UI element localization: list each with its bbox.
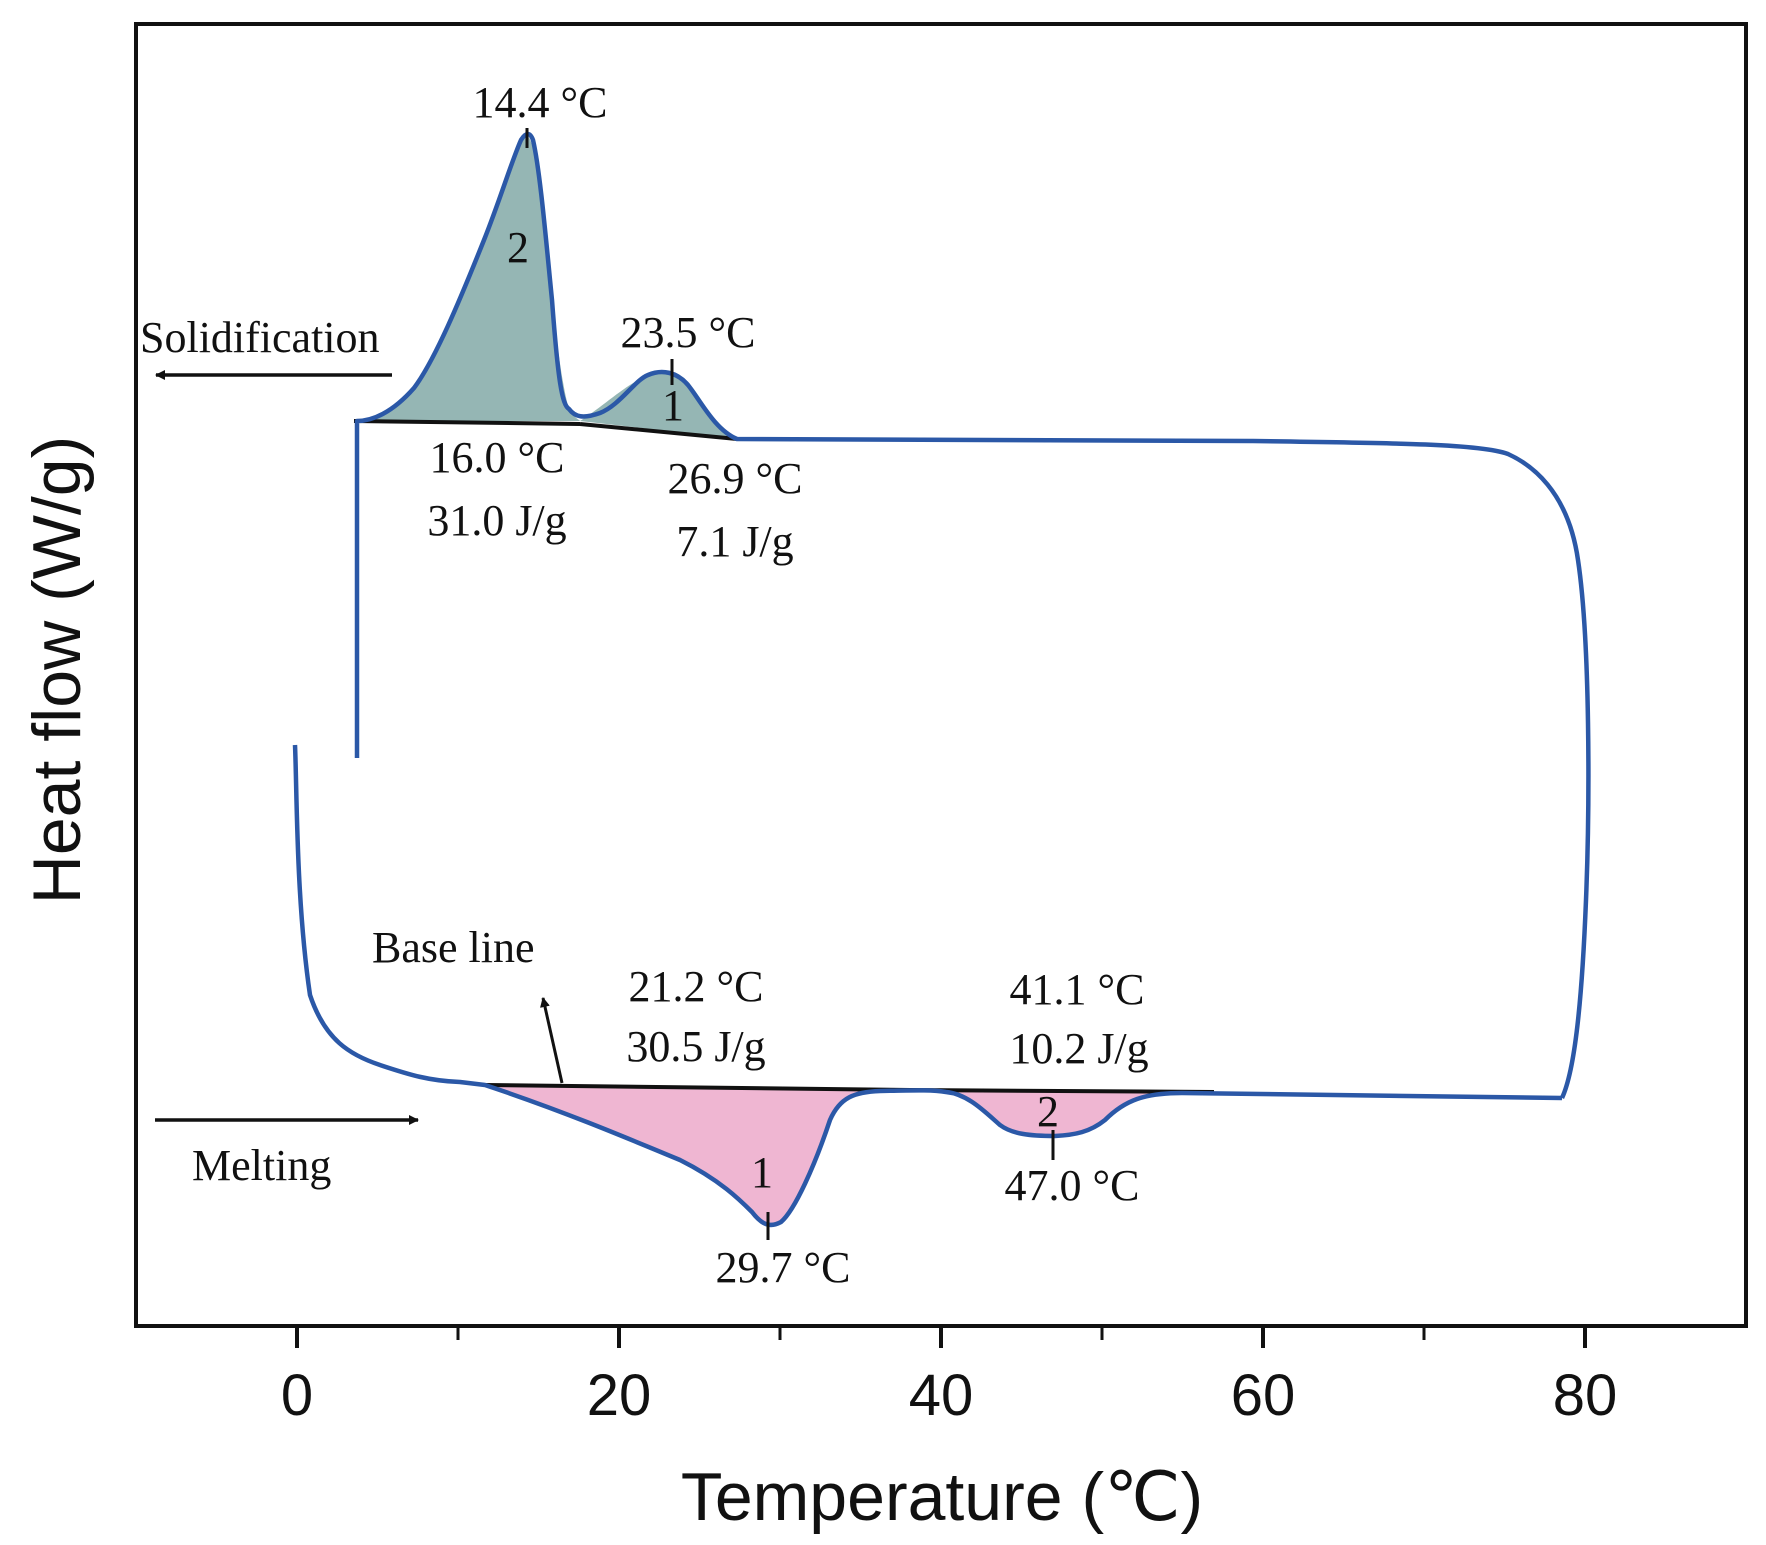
melting-label: Melting xyxy=(192,1141,331,1190)
solid-peak1-number: 1 xyxy=(662,381,684,430)
solid-peak2-onset: 16.0 °C xyxy=(430,433,565,482)
x-tick-label: 40 xyxy=(909,1363,974,1428)
solid-peak2-area xyxy=(354,135,580,421)
solid-peak1-enthalpy: 7.1 J/g xyxy=(676,517,793,566)
solid-baseline-1 xyxy=(353,419,581,426)
melt-peak1-enthalpy: 30.5 J/g xyxy=(626,1022,765,1071)
melt-peak1-area xyxy=(485,1085,910,1225)
melt-peak1-number: 1 xyxy=(751,1148,773,1197)
x-tick-label: 80 xyxy=(1553,1363,1618,1428)
baseline-label: Base line xyxy=(372,923,535,972)
plot-frame xyxy=(134,22,1748,1328)
melt-peak1-temp-label: 29.7 °C xyxy=(716,1243,851,1292)
x-axis-title: Temperature (℃) xyxy=(681,1459,1203,1535)
solid-peak2-enthalpy: 31.0 J/g xyxy=(427,496,566,545)
solid-peak1-temp-label: 23.5 °C xyxy=(621,308,756,357)
x-minor-ticks xyxy=(456,1326,1426,1340)
melt-peak2-number: 2 xyxy=(1037,1087,1059,1136)
solid-peak1-area xyxy=(580,373,737,439)
solidification-label: Solidification xyxy=(140,313,380,362)
melt-peak2-onset: 41.1 °C xyxy=(1010,965,1145,1014)
solid-peak1-onset: 26.9 °C xyxy=(668,454,803,503)
melt-peak2-enthalpy: 10.2 J/g xyxy=(1009,1024,1148,1073)
melting-curve xyxy=(292,744,1563,1228)
x-tick-label: 20 xyxy=(587,1363,652,1428)
solid-peak2-temp-label: 14.4 °C xyxy=(473,78,608,127)
y-axis-title: Heat flow (W/g) xyxy=(19,436,95,905)
melt-peak2-area xyxy=(946,1092,1182,1136)
solid-peak2-number: 2 xyxy=(507,223,529,272)
x-tick-label: 60 xyxy=(1231,1363,1296,1428)
melt-baseline-1 xyxy=(484,1083,911,1092)
melt-peak2-temp-label: 47.0 °C xyxy=(1005,1161,1140,1210)
solid-baseline-2 xyxy=(579,422,738,441)
solidification-curve xyxy=(354,131,1591,1099)
x-axis-ticks: 0 20 40 60 80 xyxy=(281,1326,1617,1428)
x-tick-label: 0 xyxy=(281,1363,313,1428)
baseline-arrow xyxy=(540,997,564,1084)
melt-peak1-onset: 21.2 °C xyxy=(629,962,764,1011)
